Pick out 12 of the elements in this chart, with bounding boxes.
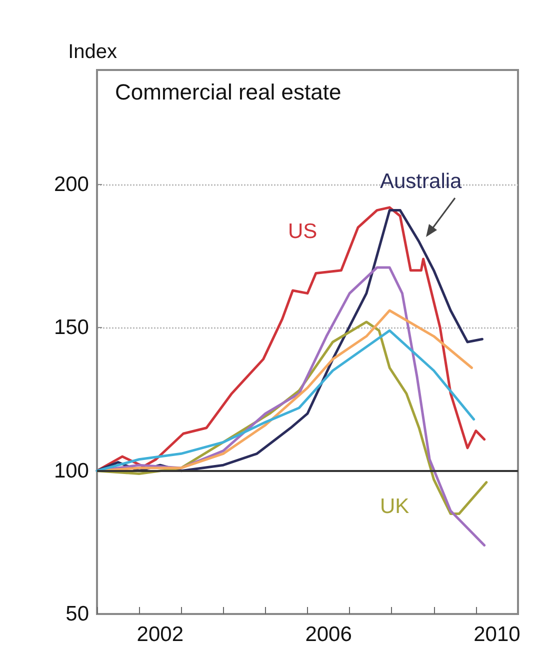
series-label: US xyxy=(288,220,318,244)
y-axis-title: Index xyxy=(68,41,117,63)
x-tick-label: 2010 xyxy=(474,623,520,646)
series-label: UK xyxy=(380,495,410,519)
y-tick-label: 150 xyxy=(54,316,89,340)
y-tick-label: 100 xyxy=(54,459,89,482)
y-tick-label: 50 xyxy=(66,602,89,626)
text: Commercial real estate xyxy=(115,80,342,104)
x-tick-label: 2006 xyxy=(305,623,352,646)
series-label: Australia xyxy=(380,170,462,194)
x-tick-label: 2002 xyxy=(136,623,184,646)
y-tick-label: 200 xyxy=(54,173,89,196)
